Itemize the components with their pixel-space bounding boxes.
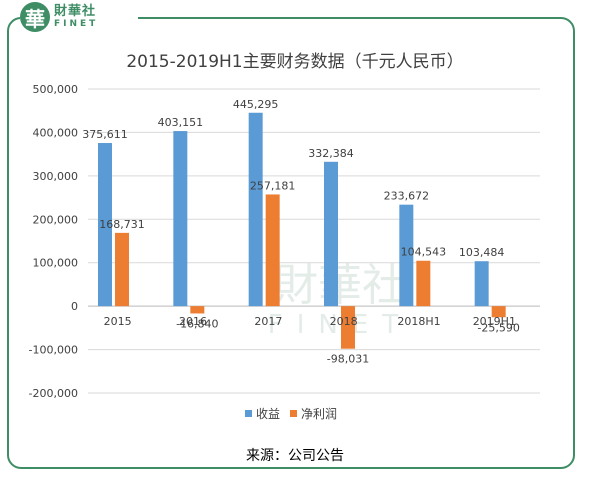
y-tick-label: 400,000: [33, 126, 79, 139]
bar-net-profit: [115, 232, 129, 307]
y-tick-label: -200,000: [29, 387, 78, 400]
data-label: -16,840: [176, 317, 218, 330]
x-tick-label: 2018H1: [397, 315, 440, 328]
brand-name-en: FINET: [54, 19, 99, 29]
bar-net-profit: [190, 306, 205, 314]
legend-swatch: [290, 410, 297, 417]
data-label: 104,543: [401, 246, 447, 259]
data-label: 375,611: [82, 128, 128, 141]
brand-seal-icon: 華: [20, 2, 50, 32]
bar-net-profit: [265, 194, 280, 307]
watermark-brand: 財華社: [274, 260, 406, 311]
legend-swatch: [245, 410, 252, 417]
brand-name-cn: 財華社: [54, 4, 97, 19]
bar-net-profit: [491, 306, 506, 318]
x-tick-label: 2019H1: [473, 315, 516, 328]
bar-revenue: [399, 204, 414, 307]
chart-title: 2015-2019H1主要财务数据（千元人民币）: [126, 52, 463, 72]
legend-label: 净利润: [301, 407, 337, 421]
data-label: 168,731: [99, 218, 145, 231]
bar-net-profit: [341, 306, 355, 349]
y-tick-label: 100,000: [33, 257, 79, 270]
x-tick-label: 2016: [179, 315, 207, 328]
bar-revenue: [173, 131, 188, 307]
y-tick-label: 200,000: [33, 213, 79, 226]
legend-label: 收益: [256, 407, 280, 421]
bar-revenue: [98, 143, 112, 307]
data-label: -98,031: [327, 353, 369, 366]
bar-net-profit: [416, 260, 431, 307]
brand-text: 財華社 FINET: [54, 5, 98, 29]
brand-logo: 華 財華社 FINET: [20, 2, 138, 32]
bar-revenue: [324, 161, 338, 307]
bar-revenue: [248, 112, 263, 307]
y-tick-label: -100,000: [29, 344, 78, 357]
data-label: 103,484: [459, 246, 505, 259]
x-tick-label: 2015: [104, 315, 132, 328]
x-tick-label: 2018: [330, 315, 358, 328]
watermark-brand-en: FINET: [268, 310, 412, 340]
data-label: 233,672: [384, 190, 430, 203]
bar-revenue: [474, 261, 489, 307]
y-tick-label: 500,000: [33, 83, 79, 96]
data-label: 332,384: [308, 147, 354, 160]
data-label: 445,295: [233, 98, 279, 111]
y-tick-label: 0: [71, 300, 78, 313]
data-label: -25,590: [477, 321, 519, 334]
data-label: 403,151: [158, 116, 204, 129]
data-label: 257,181: [250, 179, 296, 192]
source-note: 来源：公司公告: [246, 448, 344, 464]
y-tick-label: 300,000: [33, 170, 79, 183]
x-tick-label: 2017: [254, 315, 282, 328]
